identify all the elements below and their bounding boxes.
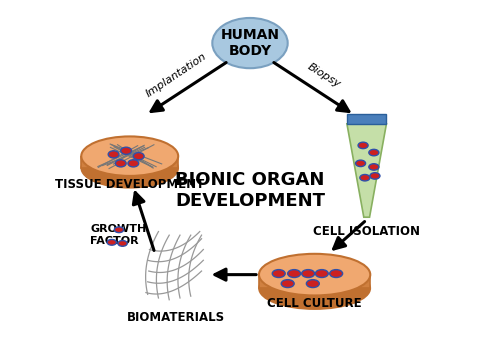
Polygon shape xyxy=(347,124,387,217)
Ellipse shape xyxy=(121,147,132,154)
Text: HUMAN
BODY: HUMAN BODY xyxy=(220,28,280,58)
Ellipse shape xyxy=(82,136,178,176)
Ellipse shape xyxy=(259,267,370,309)
Ellipse shape xyxy=(118,241,127,246)
Polygon shape xyxy=(259,275,370,288)
Text: BIONIC ORGAN
DEVELOPMENT: BIONIC ORGAN DEVELOPMENT xyxy=(175,171,325,210)
Ellipse shape xyxy=(114,227,124,233)
Ellipse shape xyxy=(306,280,320,288)
Text: GROWTH
FACTOR: GROWTH FACTOR xyxy=(90,224,146,246)
Text: BIOMATERIALS: BIOMATERIALS xyxy=(128,311,226,324)
Ellipse shape xyxy=(358,142,368,149)
Ellipse shape xyxy=(370,173,380,179)
Ellipse shape xyxy=(281,280,294,288)
Ellipse shape xyxy=(108,151,119,158)
Ellipse shape xyxy=(369,164,379,170)
Ellipse shape xyxy=(330,270,342,278)
Ellipse shape xyxy=(134,153,144,160)
Text: Biopsy: Biopsy xyxy=(306,61,342,89)
Ellipse shape xyxy=(259,254,370,295)
Ellipse shape xyxy=(356,160,366,167)
Ellipse shape xyxy=(128,160,138,167)
Text: CELL ISOLATION: CELL ISOLATION xyxy=(313,225,420,238)
Bar xyxy=(347,114,387,124)
Ellipse shape xyxy=(316,270,328,278)
Text: Implantation: Implantation xyxy=(144,51,208,99)
Ellipse shape xyxy=(107,239,117,245)
Ellipse shape xyxy=(369,149,379,156)
Ellipse shape xyxy=(288,270,300,278)
Polygon shape xyxy=(82,156,178,168)
Text: CELL CULTURE: CELL CULTURE xyxy=(268,297,362,310)
Ellipse shape xyxy=(302,270,314,278)
Ellipse shape xyxy=(212,18,288,68)
Ellipse shape xyxy=(272,270,285,278)
Text: TISSUE DEVELOPMENT: TISSUE DEVELOPMENT xyxy=(55,178,204,191)
Ellipse shape xyxy=(82,148,178,188)
Ellipse shape xyxy=(116,160,126,167)
Ellipse shape xyxy=(360,174,370,181)
